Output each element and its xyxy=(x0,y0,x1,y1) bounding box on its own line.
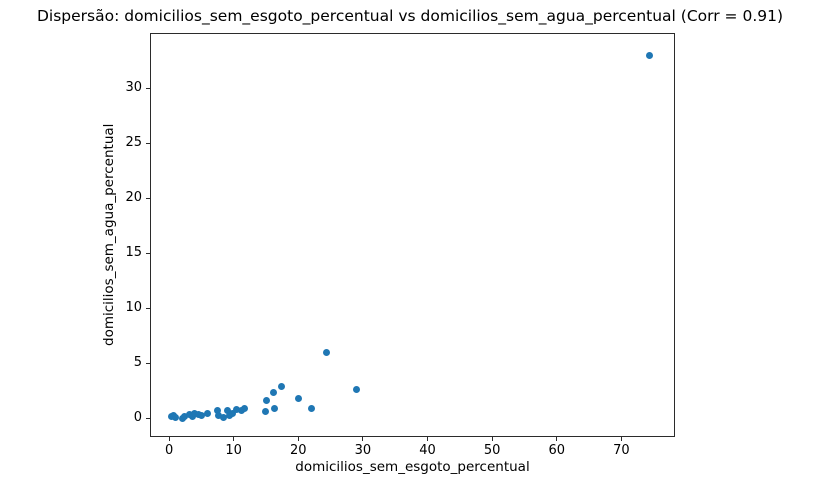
data-point xyxy=(233,405,241,413)
data-point xyxy=(219,413,227,421)
y-tick-mark xyxy=(146,142,150,144)
y-tick-label: 5 xyxy=(133,355,142,370)
data-point xyxy=(352,386,360,394)
x-tick-mark xyxy=(168,437,170,441)
data-point xyxy=(278,383,285,391)
y-tick-label: 0 xyxy=(133,410,142,425)
x-tick-label: 0 xyxy=(164,443,174,458)
x-tick-mark xyxy=(491,437,493,441)
x-tick-label: 60 xyxy=(548,443,566,458)
data-point xyxy=(172,413,179,421)
y-axis-label: domicilios_sem_agua_percentual xyxy=(101,123,117,347)
y-tick-label: 15 xyxy=(125,245,142,260)
y-tick-mark xyxy=(146,197,150,199)
x-tick-label: 10 xyxy=(225,443,242,458)
data-point xyxy=(181,412,189,420)
x-tick-mark xyxy=(362,437,364,441)
x-axis-label: domicilios_sem_esgoto_percentual xyxy=(295,459,530,475)
data-point xyxy=(322,348,330,356)
x-tick-mark xyxy=(620,437,622,441)
y-tick-mark xyxy=(146,87,150,89)
x-tick-label: 20 xyxy=(290,443,307,458)
y-tick-mark xyxy=(146,362,150,364)
data-point xyxy=(190,409,198,417)
data-point xyxy=(270,389,278,397)
x-tick-mark xyxy=(427,437,428,441)
x-tick-label: 30 xyxy=(354,443,372,458)
y-tick-mark xyxy=(146,307,150,309)
plot-area xyxy=(150,33,675,437)
x-tick-mark xyxy=(233,437,235,441)
y-tick-label: 10 xyxy=(125,300,142,315)
y-tick-mark xyxy=(146,417,150,419)
data-point xyxy=(241,404,249,412)
data-point xyxy=(228,409,236,417)
data-point xyxy=(197,412,205,420)
data-point xyxy=(224,407,232,415)
y-tick-label: 20 xyxy=(125,190,142,205)
data-point xyxy=(294,394,302,402)
x-tick-mark xyxy=(297,437,299,441)
y-tick-mark xyxy=(146,252,150,254)
x-tick-mark xyxy=(556,437,558,441)
data-point xyxy=(307,405,315,413)
x-tick-label: 40 xyxy=(419,443,436,458)
y-tick-label: 25 xyxy=(125,135,142,150)
data-point xyxy=(214,407,221,415)
y-tick-label: 30 xyxy=(125,80,142,95)
chart-title: Dispersão: domicilios_sem_esgoto_percent… xyxy=(36,7,784,25)
data-point xyxy=(204,410,212,418)
x-tick-label: 70 xyxy=(613,443,630,458)
data-point xyxy=(215,412,223,420)
data-point xyxy=(188,413,196,421)
x-tick-label: 50 xyxy=(483,443,501,458)
data-point xyxy=(263,397,271,405)
data-point xyxy=(270,404,278,412)
data-point xyxy=(645,51,653,59)
data-point xyxy=(261,408,269,416)
